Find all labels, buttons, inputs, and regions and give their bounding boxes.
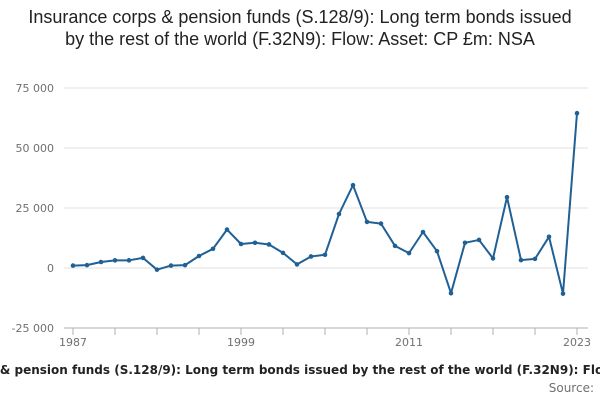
data-point[interactable] [462,240,468,246]
chart-title: Insurance corps & pension funds (S.128/9… [28,7,572,49]
data-point[interactable] [238,241,244,247]
data-point[interactable] [574,110,580,116]
data-point[interactable] [490,256,496,261]
data-point[interactable] [560,291,566,296]
data-point[interactable] [154,267,160,272]
data-point[interactable] [112,258,118,263]
y-tick-label: 25 000 [16,202,55,215]
data-point[interactable] [70,263,76,268]
x-tick-label: 1999 [227,336,255,349]
data-point[interactable] [252,240,258,246]
series-caption: Insurance corps & pension funds (S.128/9… [0,362,600,380]
data-point[interactable] [350,182,356,188]
data-point[interactable] [406,250,412,256]
data-point[interactable] [182,262,188,268]
data-point[interactable] [140,255,146,261]
data-point[interactable] [168,263,174,268]
data-point[interactable] [336,211,342,217]
x-tick-label: 2011 [395,336,423,349]
x-axis [64,327,588,335]
x-tick-label: 2023 [563,336,591,349]
data-point[interactable] [518,257,524,263]
data-point[interactable] [504,194,510,200]
data-point[interactable] [84,262,90,268]
data-point[interactable] [196,253,202,259]
x-tick-label: 1987 [59,336,87,349]
data-point[interactable] [448,290,454,296]
data-point[interactable] [378,221,384,226]
data-point[interactable] [98,259,104,265]
data-point[interactable] [224,227,230,232]
y-tick-label: -25 000 [12,322,54,335]
y-axis: 75 000 50 000 25 000 0 -25 000 [12,82,54,335]
series-layer [70,110,580,296]
data-point[interactable] [392,243,398,249]
data-point[interactable] [266,242,272,247]
data-point[interactable] [322,252,328,258]
data-point[interactable] [294,262,300,267]
source-label: Source: [548,381,594,395]
data-point[interactable] [532,256,538,262]
data-point[interactable] [546,234,552,240]
y-tick-label: 0 [47,262,54,275]
data-point[interactable] [476,237,482,243]
y-tick-label: 50 000 [16,142,55,155]
data-point[interactable] [434,248,440,254]
data-point[interactable] [280,250,286,256]
y-tick-label: 75 000 [16,82,55,95]
series-caption-text: Insurance corps & pension funds (S.128/9… [0,363,600,377]
data-point[interactable] [308,254,314,259]
data-point[interactable] [420,229,426,235]
data-point[interactable] [364,219,370,225]
series-line [72,112,578,295]
x-axis-labels: 1987 1999 2011 2023 [59,336,591,349]
data-point[interactable] [210,246,216,252]
data-point[interactable] [126,258,132,263]
